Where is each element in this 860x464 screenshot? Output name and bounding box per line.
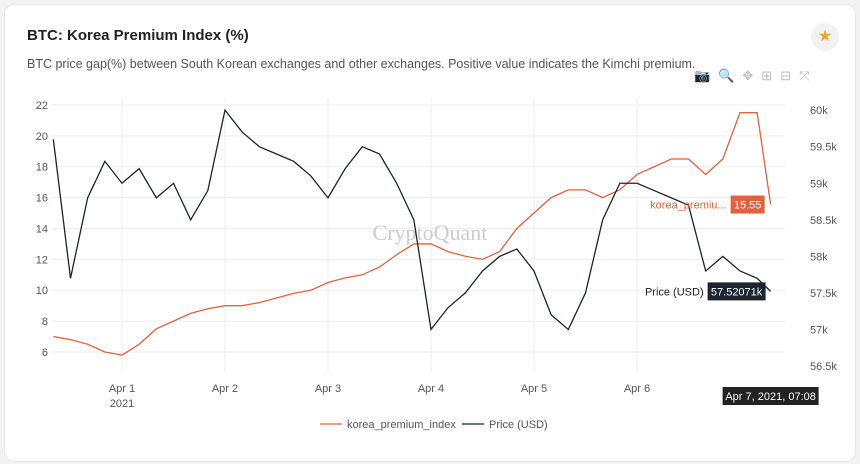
legend-entry[interactable]: Price (USD) [489,419,548,431]
x-tick: Apr 4 [418,383,444,395]
x-tick: Apr 2 [212,383,238,395]
pan-icon[interactable]: ✥ [742,68,754,83]
zoom-out-icon[interactable]: ⊟ [780,68,792,83]
y-left-tick: 12 [36,254,48,266]
y-right-tick: 57k [810,324,828,336]
hover-date: Apr 7, 2021, 07:08 [725,391,816,403]
x-tick: Apr 5 [521,383,547,395]
y-right-tick: 60k [810,105,828,117]
y-left-tick: 14 [36,223,48,235]
y-left-tick: 18 [36,162,48,174]
camera-icon[interactable]: 📷 [694,68,711,83]
y-left-tick: 20 [36,131,48,143]
hover-premium-label: korea_premiu... [650,200,726,212]
autoscale-icon[interactable]: ⤧ [799,68,810,83]
x-tick: Apr 1 [109,383,135,395]
series-line-premium[interactable] [53,112,772,356]
favorite-star-icon[interactable]: ★ [811,23,839,51]
y-right-tick: 59k [810,178,828,190]
y-left-tick: 8 [42,316,48,328]
series-line-price[interactable] [52,108,772,332]
y-right-tick: 58k [810,251,828,263]
hover-premium-value: 15.55 [734,200,762,212]
chart-card: BTC: Korea Premium Index (%) BTC price g… [4,4,856,462]
hover-price-box [707,282,766,301]
hover-price-value: 57.52071k [711,286,763,298]
y-right-tick: 59.5k [810,142,837,154]
y-right-tick: 58.5k [810,215,837,227]
hover-premium-box [730,195,765,214]
zoom-in-icon[interactable]: ⊞ [761,68,773,83]
y-left-tick: 22 [36,100,48,112]
y-right-tick: 56.5k [810,361,837,373]
y-left-tick: 16 [36,193,48,205]
zoom-icon[interactable]: 🔍 [718,68,735,83]
y-left-tick: 10 [36,285,48,297]
chart-title: BTC: Korea Premium Index (%) [27,27,249,44]
x-tick-year: 2021 [110,398,134,410]
watermark: CryptoQuant [373,220,488,245]
chart-toolbar: 📷 🔍 ✥ ⊞ ⊟ ⤧ [694,68,810,84]
y-right-tick: 57.5k [810,288,837,300]
y-left-tick: 6 [42,347,48,359]
hover-price-label: Price (USD) [645,286,704,298]
legend-entry[interactable]: korea_premium_index [347,419,456,431]
hover-date-box [722,387,819,405]
x-tick: Apr 6 [624,383,650,395]
x-tick: Apr 3 [315,383,341,395]
chart-subtitle: BTC price gap(%) between South Korean ex… [27,57,696,71]
